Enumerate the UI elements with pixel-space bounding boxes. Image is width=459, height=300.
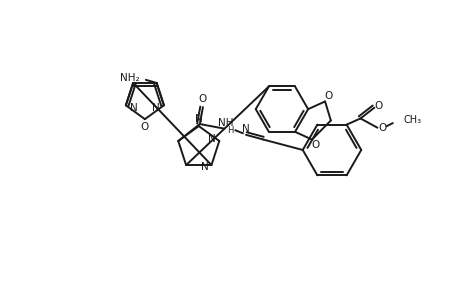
Text: O: O — [311, 140, 319, 150]
Text: N: N — [208, 134, 216, 144]
Text: CH₃: CH₃ — [403, 115, 421, 125]
Text: O: O — [198, 94, 207, 104]
Text: O: O — [324, 91, 332, 101]
Text: H: H — [227, 127, 233, 136]
Text: NH₂: NH₂ — [120, 73, 140, 83]
Text: O: O — [374, 101, 382, 111]
Text: N: N — [200, 162, 208, 172]
Text: N: N — [152, 103, 160, 112]
Text: N: N — [241, 124, 249, 134]
Text: O: O — [377, 123, 386, 133]
Text: O: O — [140, 122, 149, 132]
Text: N: N — [195, 114, 202, 124]
Text: N: N — [129, 103, 137, 112]
Text: NH: NH — [218, 118, 233, 128]
